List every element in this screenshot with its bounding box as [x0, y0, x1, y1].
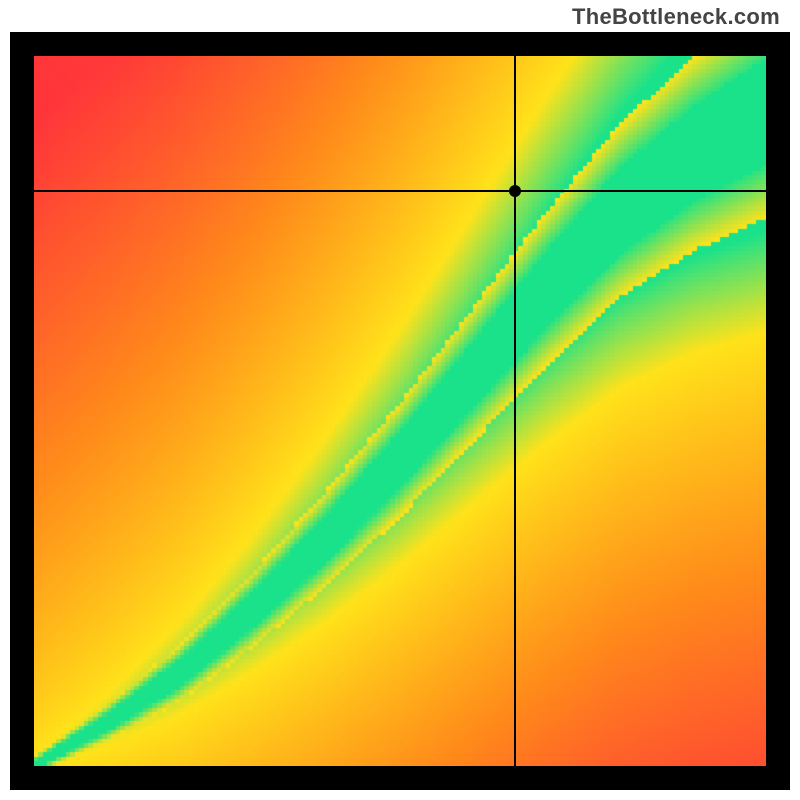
frame-border-bottom — [10, 766, 790, 790]
crosshair-vertical — [514, 56, 516, 766]
crosshair-horizontal — [34, 190, 766, 192]
frame-border-top — [10, 32, 790, 56]
watermark-text: TheBottleneck.com — [572, 4, 780, 30]
frame-border-left — [10, 32, 34, 790]
bottleneck-heatmap — [34, 56, 766, 766]
frame-border-right — [766, 32, 790, 790]
crosshair-marker — [509, 185, 521, 197]
chart-container: TheBottleneck.com — [0, 0, 800, 800]
